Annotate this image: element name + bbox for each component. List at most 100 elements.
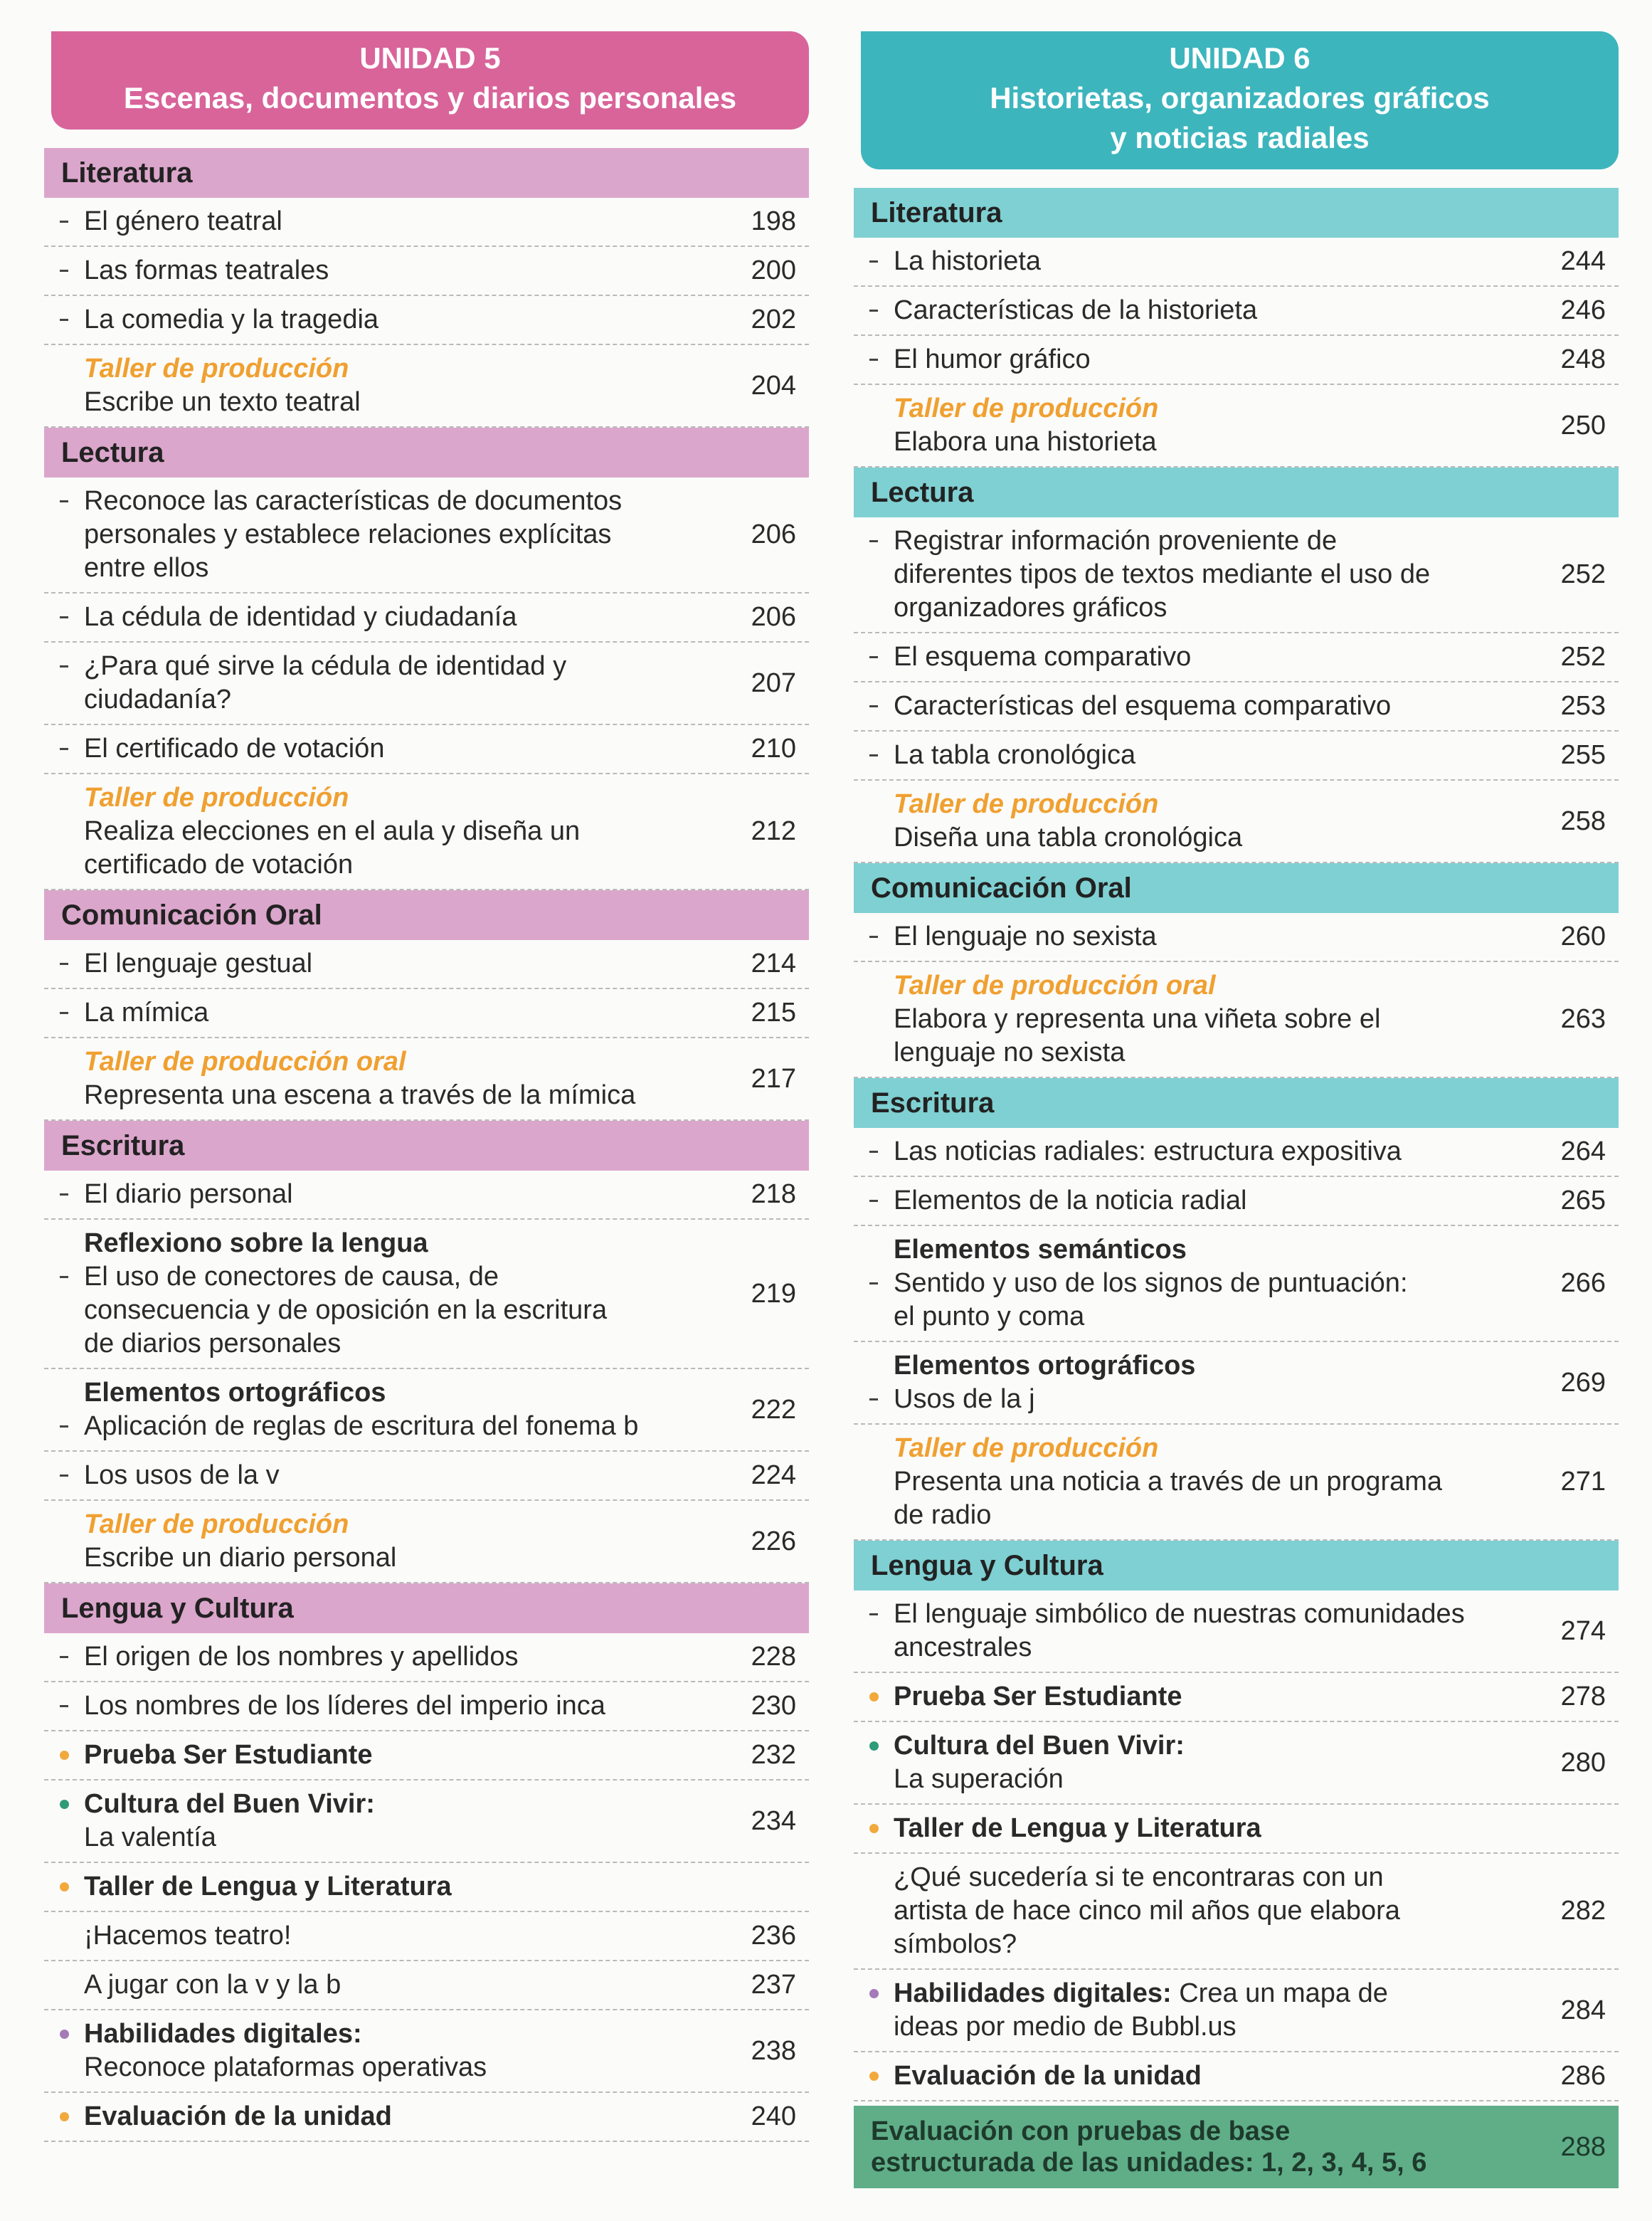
marker-slot: [854, 1184, 894, 1218]
marker-column: [854, 640, 894, 674]
workshop-label: Taller de producción oral: [84, 1047, 406, 1077]
toc-entry: El humor gráfico 248: [854, 336, 1619, 385]
marker-column: [854, 245, 894, 278]
dash-marker: [869, 1282, 878, 1284]
dash-marker: [869, 310, 878, 312]
entry-title: Evaluación de la unidad: [894, 2061, 1202, 2091]
workshop-label: Taller de producción: [84, 354, 349, 384]
marker-slot: [854, 392, 894, 426]
workshop-label: Taller de producción: [894, 1433, 1159, 1463]
dash-marker: [60, 500, 68, 502]
marker-column: [44, 1870, 84, 1904]
marker-column: [44, 1045, 84, 1112]
marker-column: [44, 996, 84, 1030]
entry-line: A jugar con la v y la b: [84, 1970, 341, 2000]
marker-column: [44, 601, 84, 634]
marker-slot: [854, 690, 894, 723]
page-number: 274: [1560, 1615, 1606, 1646]
page-number: 252: [1560, 559, 1606, 589]
entry-line: Usos de la j: [894, 1384, 1035, 1414]
entry-line: artista de hace cinco mil años que elabo…: [894, 1896, 1400, 1926]
entry-text: Prueba Ser Estudiante: [894, 1680, 1527, 1714]
entry-line: La historieta: [894, 246, 1042, 276]
marker-column: [854, 1861, 894, 1961]
toc-entry: Características del esquema comparativo 2…: [854, 682, 1619, 732]
entry-line: El certificado de votación: [84, 734, 385, 764]
page-number: 278: [1560, 1682, 1606, 1711]
unit-header: UNIDAD 6 Historietas, organizadores gráfi…: [861, 31, 1619, 169]
dash-marker: [869, 705, 878, 707]
toc-entry: La mímica 215: [44, 989, 809, 1038]
toc-entry: Taller de Lengua y Literatura: [44, 1863, 809, 1912]
unit-subtitle: Historietas, organizadores gráficos: [990, 81, 1490, 115]
toc-entry: El diario personal 218: [44, 1171, 809, 1220]
entry-title-line: Cultura del Buen Vivir:: [84, 1788, 718, 1821]
entry-title: Evaluación de la unidad: [84, 2101, 392, 2131]
marker-slot: [854, 1680, 894, 1714]
marker-slot: [854, 1631, 894, 1665]
page-number: 263: [1560, 1004, 1606, 1034]
page-number: 265: [1560, 1186, 1606, 1215]
entry-line: Crea un mapa de: [1179, 1978, 1388, 2008]
marker-column: [854, 739, 894, 772]
page-number: 284: [1560, 1995, 1606, 2025]
toc-entry: El género teatral 198: [44, 198, 809, 247]
marker-column: [854, 690, 894, 723]
dot-marker: [59, 1800, 69, 1809]
entry-text: Taller de Lengua y Literatura: [84, 1870, 809, 1904]
marker-column: [44, 650, 84, 717]
toc-entry: Taller de producción Escribe un diario pe…: [44, 1501, 809, 1583]
entry-text: El esquema comparativo: [894, 640, 1527, 674]
toc-entry: Elementos ortográficos Usos de la j 269: [854, 1342, 1619, 1425]
entry-text: Cultura del Buen Vivir: La superación: [894, 1729, 1527, 1796]
entry-line: Elabora una historieta: [894, 427, 1157, 457]
toc-entry: Taller de producción Elabora una historie…: [854, 385, 1619, 468]
marker-slot: [44, 683, 84, 717]
marker-slot: [854, 1977, 894, 2010]
marker-column: [44, 1919, 84, 1953]
toc-entry: ¿Qué sucedería si te encontraras con un a…: [854, 1854, 1619, 1970]
dash-marker: [60, 319, 68, 321]
entry-text: A jugar con la v y la b: [84, 1968, 718, 2002]
entry-text: La tabla cronológica: [894, 739, 1527, 772]
entry-line: de diarios personales: [84, 1329, 341, 1359]
entry-title: Habilidades digitales:: [84, 2019, 362, 2049]
toc-entry: Las formas teatrales 200: [44, 247, 809, 296]
marker-column: [854, 1729, 894, 1796]
marker-slot: [44, 1788, 84, 1821]
entry-line: El lenguaje no sexista: [894, 922, 1157, 951]
entry-heading: Reflexiono sobre la lengua: [84, 1228, 428, 1258]
section-heading: Lengua y Cultura: [44, 1583, 809, 1633]
marker-column: [44, 1459, 84, 1492]
marker-slot: [854, 343, 894, 376]
entry-title-line: Prueba Ser Estudiante: [84, 1739, 718, 1772]
toc-entry: El lenguaje gestual 214: [44, 940, 809, 989]
marker-slot: [44, 1508, 84, 1541]
marker-column: [854, 1812, 894, 1845]
entry-line: ¿Para qué sirve la cédula de identidad y: [84, 651, 567, 681]
entry-line: Elabora y representa una viñeta sobre el: [894, 1004, 1381, 1034]
entry-text: Evaluación de la unidad: [894, 2059, 1527, 2093]
marker-slot: [854, 1928, 894, 1961]
entry-line: Realiza elecciones en el aula y diseña u…: [84, 816, 581, 846]
page-number: 252: [1560, 642, 1606, 672]
dash-marker: [869, 1613, 878, 1615]
section-heading: Lectura: [44, 428, 809, 478]
entry-line: lenguaje no sexista: [894, 1038, 1126, 1067]
entry-title-line: Cultura del Buen Vivir:: [894, 1729, 1527, 1763]
final-line: estructurada de las unidades: 1, 2, 3, 4…: [871, 2148, 1427, 2178]
entry-line: La tabla cronológica: [894, 740, 1136, 770]
entry-text: El lenguaje gestual: [84, 947, 718, 981]
entry-title: Cultura del Buen Vivir:: [84, 1789, 375, 1819]
entry-title-line: Evaluación de la unidad: [84, 2100, 718, 2133]
toc-entry: Taller de producción Realiza elecciones e…: [44, 774, 809, 890]
page-number: 215: [751, 998, 796, 1028]
toc-entry: Los nombres de los líderes del imperio i…: [44, 1682, 809, 1731]
entry-text: Las noticias radiales: estructura exposi…: [894, 1135, 1527, 1168]
page-number: 230: [751, 1691, 796, 1721]
toc-entry: Reconoce las características de document…: [44, 478, 809, 594]
dot-marker: [59, 2030, 69, 2039]
marker-slot: [44, 352, 84, 386]
entry-text: Taller de producción Diseña una tabla cro…: [894, 788, 1527, 855]
marker-column: [854, 1432, 894, 1532]
